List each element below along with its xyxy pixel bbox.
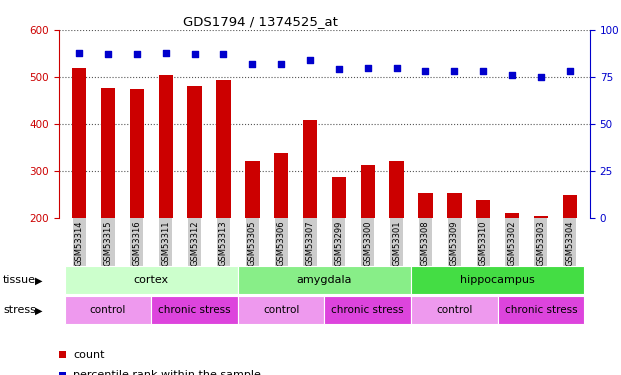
Point (363, 64, 373, 70)
Text: ▶: ▶ (35, 275, 43, 285)
Text: tissue: tissue (3, 275, 36, 285)
Bar (447, 193, 461, 217)
Text: cortex: cortex (134, 275, 169, 285)
Point (420, 68, 430, 74)
Bar (130, 88, 144, 218)
Point (132, 51, 142, 57)
Bar (505, 213, 519, 217)
Bar (245, 161, 260, 218)
Point (564, 68, 574, 74)
Bar (361, 165, 375, 218)
Bar (533, 216, 548, 217)
Point (247, 61, 257, 67)
Point (75, 50, 84, 55)
Bar (188, 86, 202, 218)
Bar (563, 195, 577, 217)
Bar (274, 153, 288, 218)
Text: chronic stress: chronic stress (332, 305, 404, 315)
Point (189, 51, 199, 57)
Text: stress: stress (3, 305, 36, 315)
Point (536, 74, 546, 80)
Bar (216, 80, 230, 218)
Point (334, 66, 344, 72)
Bar (389, 161, 404, 218)
Bar (419, 193, 433, 217)
Text: percentile rank within the sample: percentile rank within the sample (73, 370, 261, 375)
Text: control: control (263, 305, 299, 315)
Point (392, 64, 402, 70)
Point (161, 50, 171, 55)
Bar (101, 88, 116, 218)
Point (276, 61, 286, 67)
Text: chronic stress: chronic stress (158, 305, 231, 315)
Text: control: control (436, 305, 473, 315)
Text: hippocampus: hippocampus (460, 275, 535, 285)
Bar (72, 68, 86, 218)
Text: count: count (73, 350, 105, 360)
Text: control: control (90, 305, 126, 315)
Point (478, 68, 488, 74)
Point (103, 51, 113, 57)
Point (450, 68, 460, 74)
Point (305, 57, 315, 63)
Point (219, 51, 229, 57)
Text: amygdala: amygdala (297, 275, 352, 285)
Text: chronic stress: chronic stress (505, 305, 577, 315)
Bar (158, 75, 173, 217)
Point (507, 72, 517, 78)
Bar (476, 200, 491, 217)
Text: GDS1794 / 1374525_at: GDS1794 / 1374525_at (183, 15, 338, 28)
Bar (303, 120, 317, 218)
Text: ▶: ▶ (35, 305, 43, 315)
Bar (332, 177, 346, 218)
